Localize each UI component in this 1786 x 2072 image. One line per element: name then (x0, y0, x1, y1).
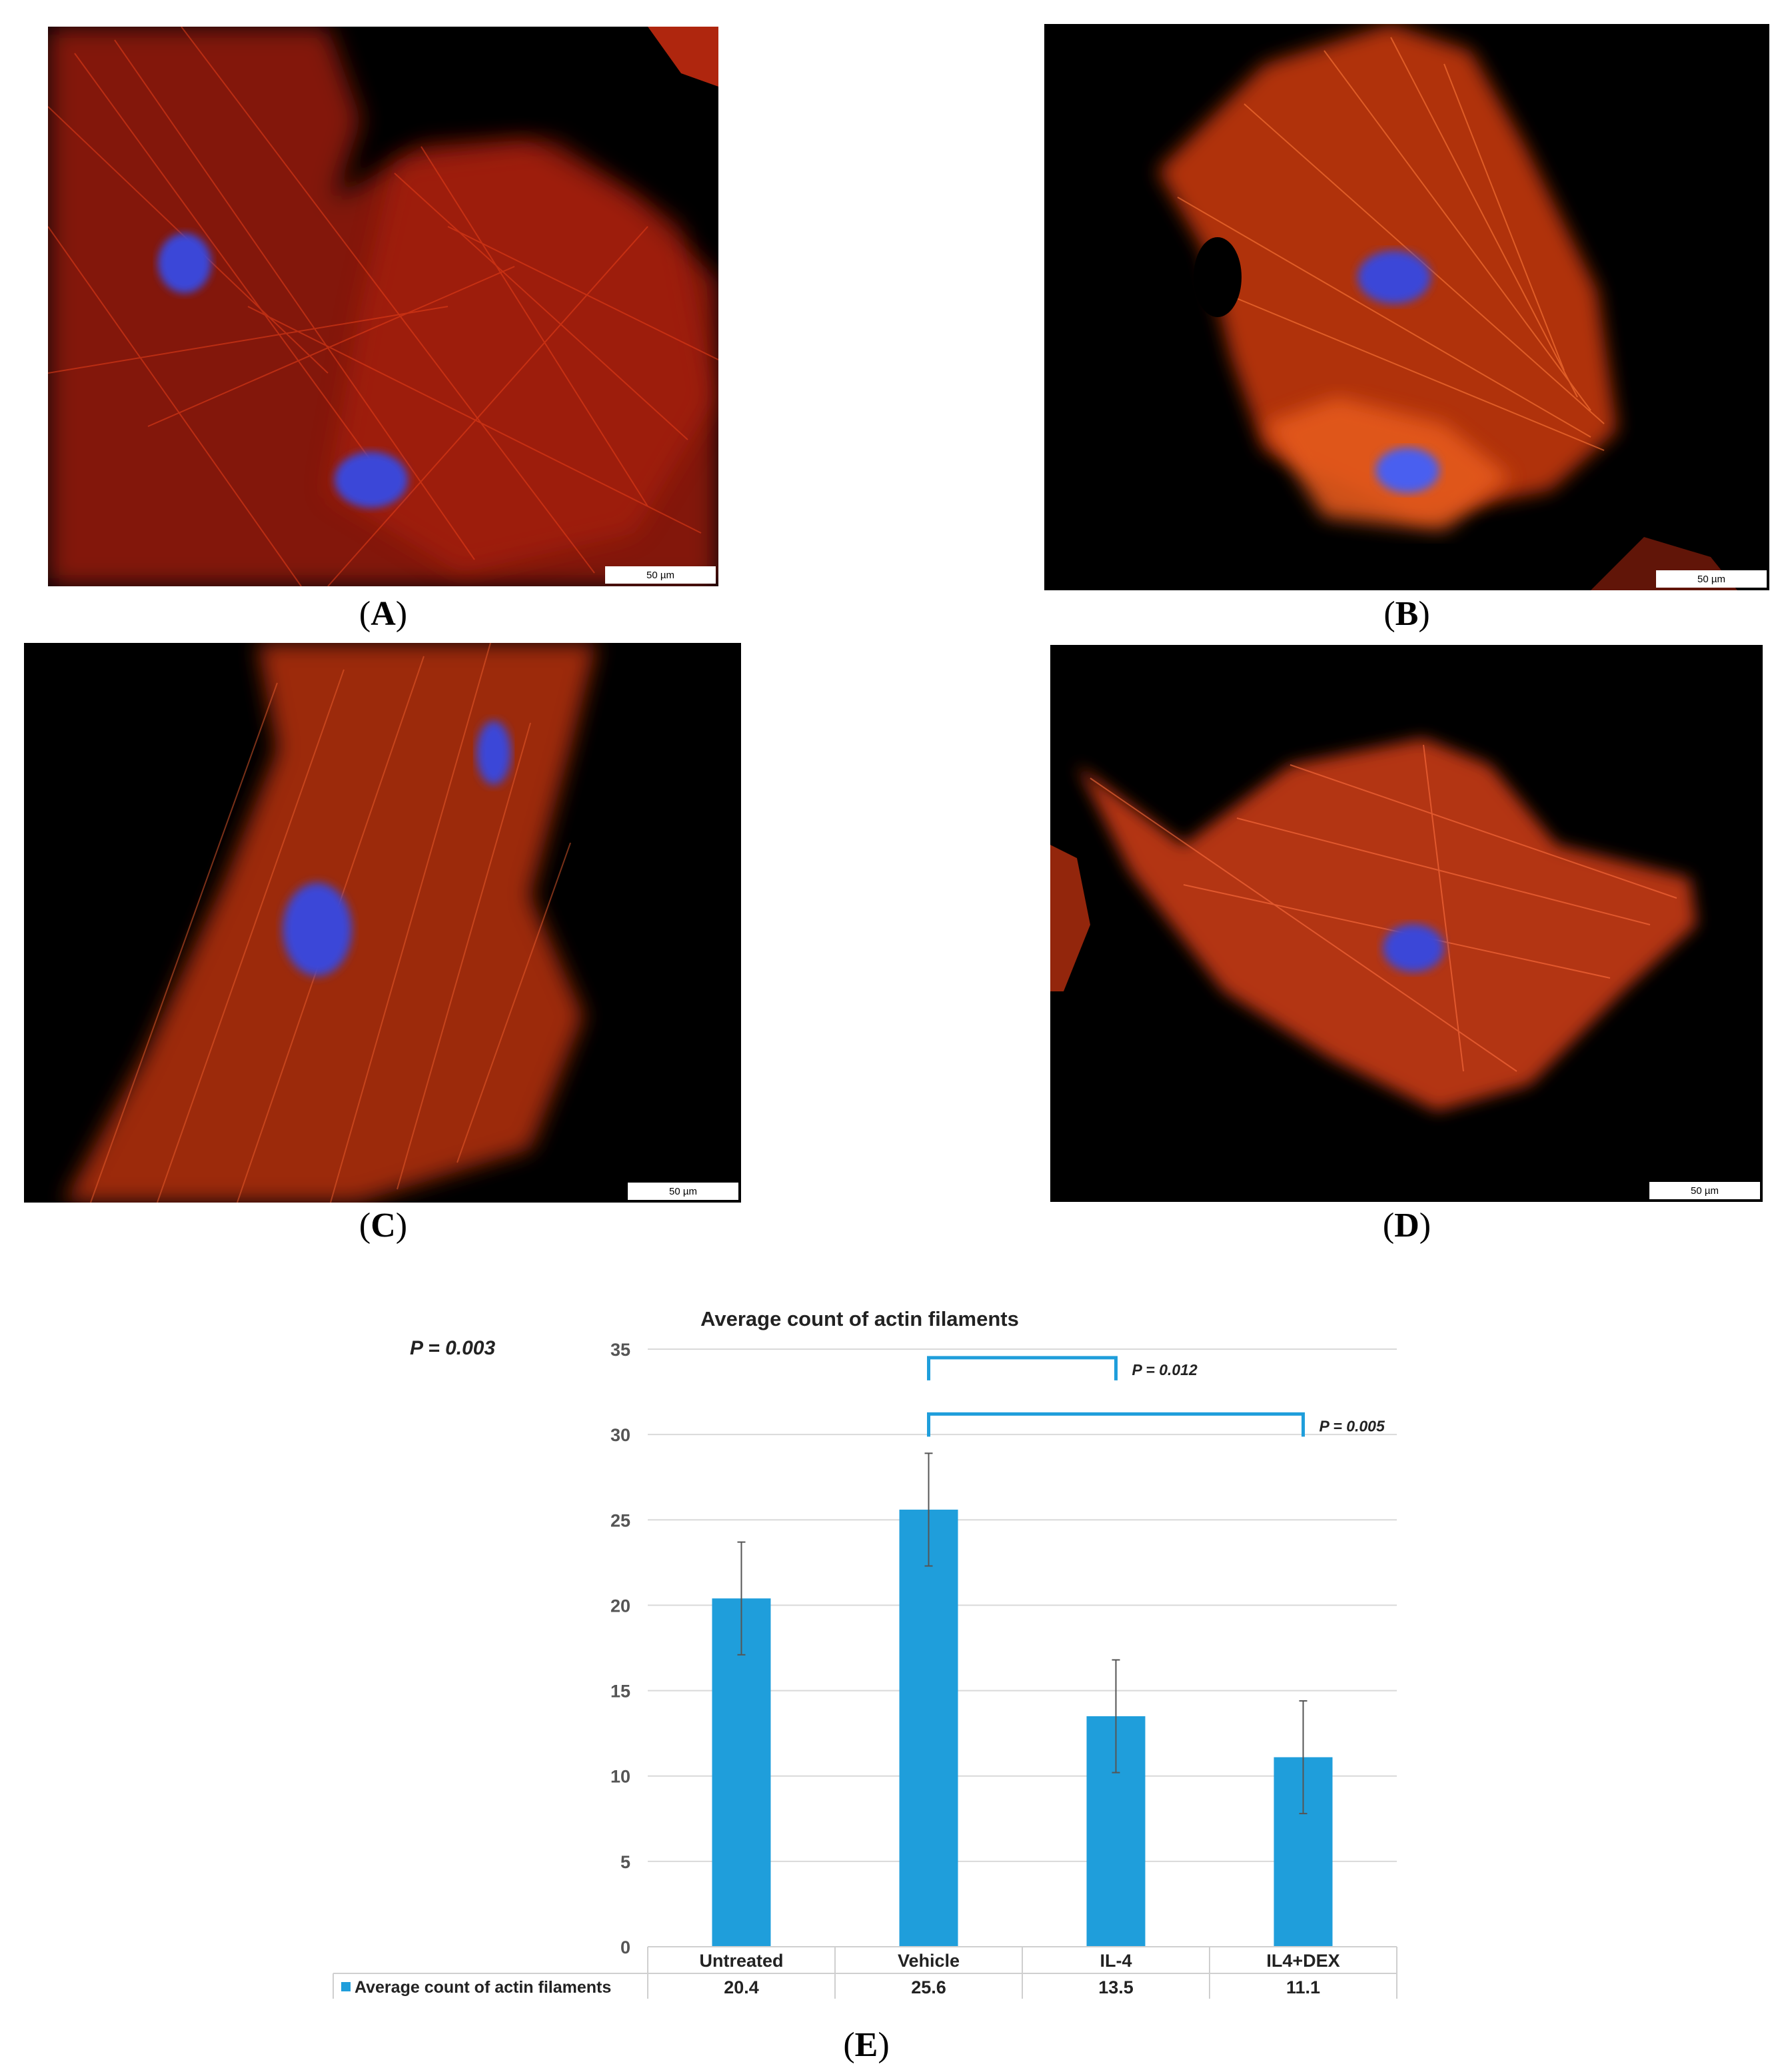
x-category-label: IL4+DEX (1266, 1951, 1340, 1971)
caption-b: (B) (1383, 595, 1430, 633)
nucleus (1357, 251, 1431, 304)
actin-stain-image (1050, 738, 1697, 1111)
nucleus (158, 233, 211, 293)
nucleus (283, 883, 352, 976)
scale-bar: 50 µm (628, 1183, 738, 1200)
overall-p-value: P = 0.003 (410, 1337, 495, 1359)
chart-title: Average count of actin filaments (700, 1307, 1019, 1330)
caption-d: (D) (1382, 1207, 1431, 1245)
legend-label: Average count of actin filaments (355, 1978, 611, 1997)
x-category-label: Untreated (699, 1951, 783, 1971)
nucleus (476, 721, 511, 785)
comparison-p-value: P = 0.005 (1320, 1417, 1385, 1434)
x-category-label: IL-4 (1100, 1951, 1132, 1971)
y-tick-label: 35 (610, 1340, 630, 1360)
table-value: 13.5 (1098, 1977, 1134, 1997)
micrograph-panel-a: 50 µm (48, 27, 718, 586)
scale-bar: 50 µm (605, 566, 716, 584)
caption-e: (E) (843, 2026, 890, 2064)
bar-series (712, 1509, 1333, 1947)
significance-brackets: P = 0.012 P = 0.005 (927, 1356, 1385, 1437)
nucleus (1375, 448, 1439, 493)
significance-bracket (927, 1356, 1118, 1380)
y-tick-label: 25 (610, 1510, 630, 1530)
y-tick-label: 0 (620, 1937, 630, 1957)
grid (648, 1348, 1397, 1947)
nucleus (335, 452, 408, 508)
actin-stain-image (1158, 24, 1737, 590)
scale-bar: 50 µm (1649, 1182, 1760, 1199)
data-table: Untreated 20.4 Vehicle 25.6 IL-4 13.5 IL4+DEX 1… (333, 1946, 1397, 1999)
caption-a: (A) (359, 595, 408, 633)
y-axis: 0 5 10 15 20 25 30 35 (610, 1340, 630, 1957)
micrograph-panel-c: 50 µm (24, 643, 741, 1203)
bar (712, 1598, 771, 1947)
micrograph-panel-b: 50 µm (1044, 24, 1769, 590)
caption-c: (C) (359, 1207, 408, 1245)
y-tick-label: 20 (610, 1596, 630, 1616)
micrograph-panel-d: 50 µm (1050, 645, 1763, 1202)
x-category-label: Vehicle (898, 1951, 960, 1971)
y-tick-label: 5 (620, 1852, 630, 1872)
y-tick-label: 30 (610, 1425, 630, 1445)
legend-swatch (341, 1982, 351, 1991)
scale-bar: 50 µm (1656, 570, 1767, 588)
nucleus (1383, 924, 1444, 972)
significance-bracket (927, 1412, 1305, 1437)
bar (899, 1509, 958, 1947)
y-tick-label: 10 (610, 1767, 630, 1787)
y-tick-label: 15 (610, 1682, 630, 1702)
table-value: 20.4 (724, 1977, 759, 1997)
table-value: 11.1 (1286, 1977, 1320, 1997)
bar-chart: Average count of actin filaments P = 0.0… (333, 1307, 1397, 1999)
actin-stain-image (48, 27, 718, 586)
comparison-p-value: P = 0.012 (1132, 1361, 1198, 1378)
table-value: 25.6 (911, 1977, 946, 1997)
error-bars (737, 1452, 1308, 1815)
actin-stain-image (64, 643, 597, 1203)
